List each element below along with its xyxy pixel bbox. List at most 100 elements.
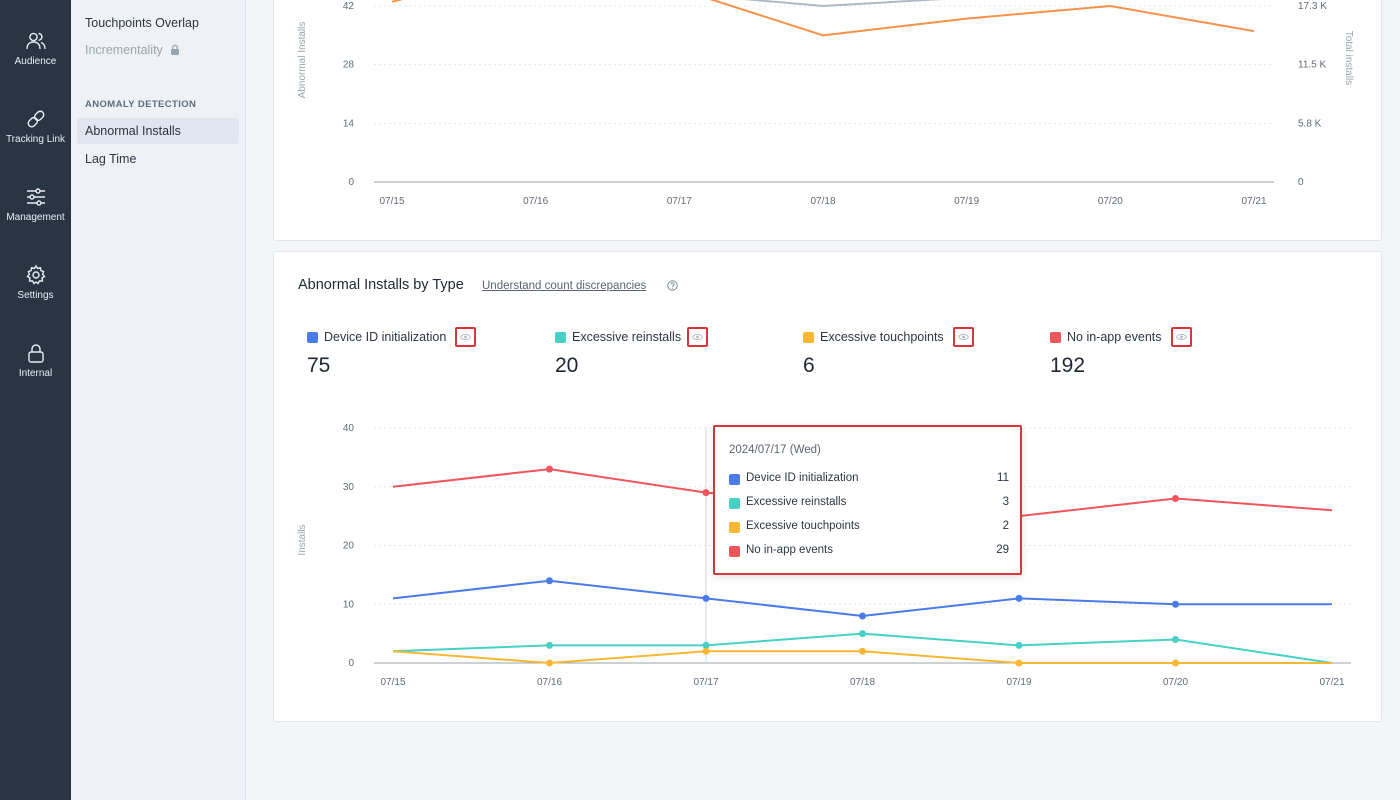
y-tick-label: 14	[343, 118, 355, 129]
y-axis-title: Abnormal Installs	[297, 22, 308, 99]
x-tick-label: 07/20	[1098, 196, 1123, 207]
data-point	[546, 577, 553, 585]
tooltip-label: Excessive reinstalls	[746, 496, 847, 508]
y2-tick-label: 0	[1298, 177, 1304, 188]
tooltip-swatch	[729, 546, 740, 557]
rail-item-label: Management	[6, 212, 65, 223]
excessive-reinstalls-count: 20	[555, 354, 579, 377]
series-line	[742, 0, 944, 8]
legend-label: Excessive touchpoints	[820, 330, 944, 344]
toggle-visibility-excessive-touchpoints[interactable]	[953, 327, 974, 347]
subnav-section-heading: ANOMALY DETECTION	[85, 99, 197, 110]
toggle-visibility-device-id-initialization[interactable]	[455, 327, 476, 347]
understand-count-discrepancies-link[interactable]: Understand count discrepancies	[482, 280, 647, 292]
rail-item-management[interactable]: Management	[0, 186, 71, 223]
rail-item-label: Tracking Link	[5, 134, 66, 145]
x-tick-label: 07/17	[693, 677, 718, 688]
data-point	[546, 659, 553, 667]
subnav-item-abnormal-installs[interactable]: Abnormal Installs	[77, 118, 239, 144]
x-tick-label: 07/18	[810, 196, 835, 207]
data-point	[546, 641, 553, 649]
tooltip-date: 2024/07/17 (Wed)	[729, 444, 821, 456]
tooltip-row: Excessive touchpoints 2	[729, 520, 1009, 536]
data-point	[1015, 594, 1023, 602]
tooltip-value: 11	[997, 472, 1009, 484]
data-point	[1172, 659, 1179, 667]
eye-icon	[958, 333, 969, 341]
data-point	[859, 647, 866, 655]
y2-tick-label: 17.3 K	[1298, 1, 1327, 12]
rail-item-tracking-link[interactable]: Tracking Link	[0, 108, 71, 145]
users-icon	[25, 32, 46, 50]
data-point	[859, 612, 866, 620]
eye-icon	[1176, 333, 1187, 341]
legend-item-no-in-app-events[interactable]: No in-app events	[1050, 327, 1200, 348]
legend-item-excessive-reinstalls[interactable]: Excessive reinstalls	[555, 327, 715, 348]
series-line	[392, 579, 1332, 618]
data-point	[546, 465, 553, 473]
x-tick-label: 07/15	[380, 677, 405, 688]
x-tick-label: 07/21	[1319, 677, 1344, 688]
y-tick-label: 20	[343, 541, 355, 552]
legend-item-excessive-touchpoints[interactable]: Excessive touchpoints	[803, 327, 983, 348]
excessive-touchpoints-count: 6	[803, 354, 815, 377]
x-tick-label: 07/21	[1241, 196, 1266, 207]
y2-tick-label: 5.8 K	[1298, 118, 1322, 129]
rail-item-label: Audience	[14, 56, 57, 67]
rail-item-settings[interactable]: Settings	[0, 264, 71, 301]
legend-swatch	[803, 332, 814, 343]
x-tick-label: 07/16	[523, 196, 548, 207]
sliders-icon	[26, 188, 45, 206]
link-icon	[27, 110, 44, 128]
data-point	[1015, 641, 1023, 649]
data-point	[1015, 659, 1023, 667]
no-in-app-events-count: 192	[1050, 354, 1086, 377]
toggle-visibility-excessive-reinstalls[interactable]	[687, 327, 708, 347]
tooltip-label: Device ID initialization	[746, 472, 859, 484]
secondary-sidebar: Touchpoints Overlap Incrementality ANOMA…	[71, 0, 246, 800]
y-tick-label: 40	[343, 423, 355, 434]
rail-item-internal[interactable]: Internal	[0, 342, 71, 379]
x-tick-label: 07/16	[537, 677, 562, 688]
x-tick-label: 07/15	[379, 196, 404, 207]
x-tick-label: 07/17	[667, 196, 692, 207]
legend-label: No in-app events	[1067, 330, 1162, 344]
subnav-item-incrementality: Incrementality	[77, 37, 239, 63]
tooltip-swatch	[729, 522, 740, 533]
subnav-item-label: Incrementality	[85, 43, 163, 57]
tooltip-label: Excessive touchpoints	[746, 520, 860, 532]
rail-item-audience[interactable]: Audience	[0, 30, 71, 67]
help-icon[interactable]	[667, 280, 678, 291]
y-tick-label: 30	[343, 482, 355, 493]
y2-axis-title: Total installs	[1343, 31, 1354, 85]
y-tick-label: 10	[343, 599, 355, 610]
series-line	[391, 0, 1255, 37]
subnav-item-lag-time[interactable]: Lag Time	[85, 152, 137, 166]
x-tick-label: 07/18	[850, 677, 875, 688]
subnav-item-touchpoints-overlap[interactable]: Touchpoints Overlap	[85, 16, 199, 30]
legend-swatch	[307, 332, 318, 343]
y-tick-label: 0	[348, 658, 354, 669]
data-point	[702, 489, 710, 497]
data-point	[1172, 495, 1179, 502]
y-axis-title: Installs	[297, 524, 308, 555]
legend-label: Excessive reinstalls	[572, 330, 682, 344]
y-tick-label: 0	[348, 177, 354, 188]
data-point	[702, 641, 710, 649]
left-rail: Audience Tracking Link Management S	[0, 0, 71, 800]
legend-swatch	[1050, 332, 1061, 343]
lock-icon	[27, 344, 44, 363]
tooltip-value: 3	[1002, 496, 1009, 508]
total-installs-chart-card	[273, 0, 1382, 241]
x-tick-label: 07/19	[1006, 677, 1031, 688]
tooltip-value: 29	[996, 544, 1009, 556]
data-point	[1172, 636, 1179, 643]
legend-item-device-id-initialization[interactable]: Device ID initialization	[307, 327, 487, 348]
eye-icon	[460, 333, 471, 341]
x-tick-label: 07/19	[954, 196, 979, 207]
y-tick-label: 28	[343, 60, 355, 71]
toggle-visibility-no-in-app-events[interactable]	[1171, 327, 1192, 347]
y-tick-label: 42	[343, 1, 355, 12]
data-point	[702, 647, 710, 655]
tooltip-row: No in-app events 29	[729, 544, 1009, 560]
